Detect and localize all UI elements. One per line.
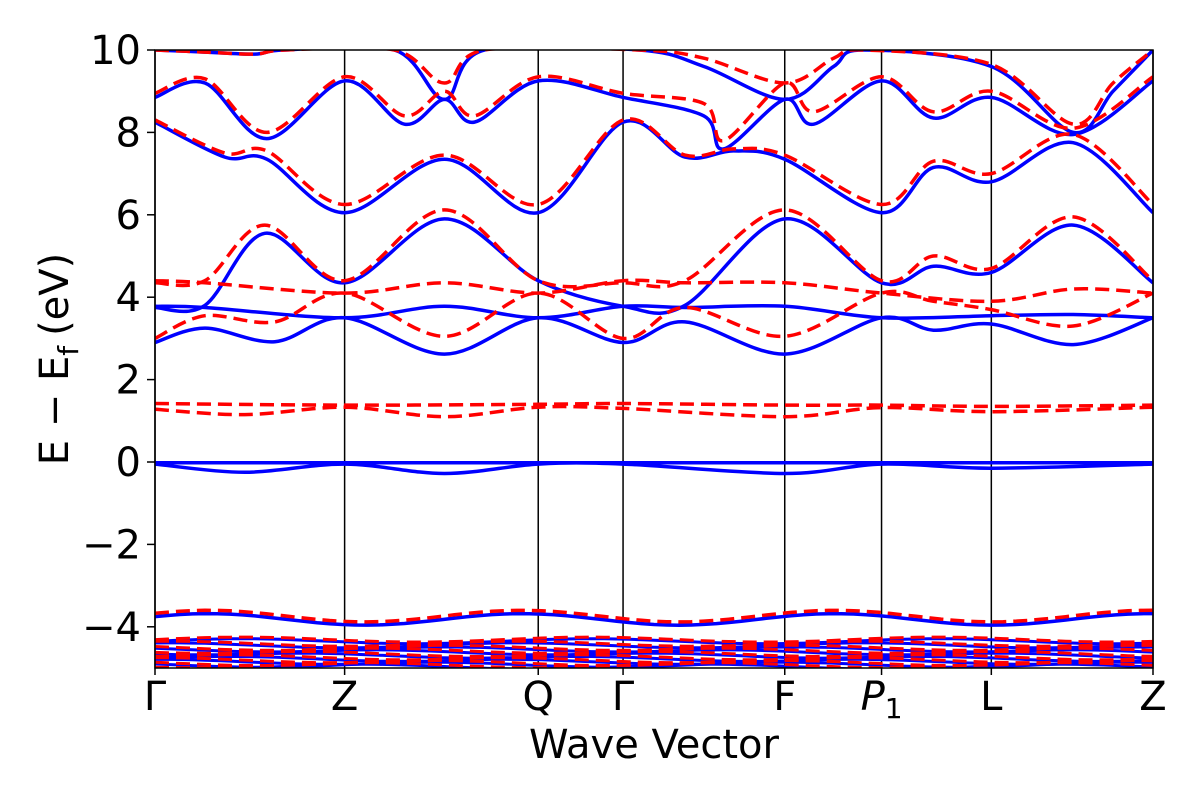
x-tick-label: Q [522,674,553,720]
y-tick-label: 4 [116,275,141,321]
x-tick-label-main: Q [522,674,553,720]
y-tick-label: 6 [116,193,141,239]
x-tick-label-main: Z [1139,674,1166,720]
x-tick-label: P1 [861,674,903,725]
dashed-band-line [155,401,1153,409]
y-axis-label-unit: (eV) [32,253,78,336]
dashed-band-line [155,74,1153,143]
x-tick-label: Γ [612,674,635,720]
core-band-line [155,653,1153,662]
x-tick-label-main: Z [331,674,358,720]
core-band-line [155,651,1153,660]
core-band-line [155,637,1153,646]
core-band-line [155,656,1153,665]
core-band-line [155,655,1153,663]
dashed-band-line [155,289,1153,341]
kpoint-divider-lines [154,50,1154,668]
x-axis-label: Wave Vector [529,722,780,768]
solid-band-line [155,461,1153,476]
y-tick-label: 0 [116,440,141,486]
y-tick-label: 8 [116,110,141,156]
y-axis-label-sub: f [52,345,85,356]
solid-band-line [155,315,1153,356]
x-tick-label: Z [1139,674,1166,720]
x-tick-label-main: F [773,674,796,720]
x-tick-label-sub: 1 [885,692,903,725]
y-tick-label: −2 [82,522,141,568]
solid-band-line [155,50,1153,135]
y-tick-label: 2 [116,358,141,404]
plot-frame [154,49,1154,669]
solid-band-line [155,217,1153,315]
y-axis-label: E − Ef (eV) [32,253,85,466]
core-band-line [155,639,1153,648]
x-tick-label-main: Γ [612,674,635,720]
solid-band-line [155,118,1153,215]
dashed-band-line [155,208,1153,289]
band-lines [155,50,1153,668]
x-tick-label: L [980,674,1003,720]
core-band-line [155,661,1153,668]
x-tick-label-main: Γ [144,674,167,720]
x-tick-label-main: L [980,674,1003,720]
y-tick-label: 10 [90,28,141,74]
y-axis-ticks: −4 −2 0 2 4 6 8 10 [82,28,155,651]
x-tick-label: Z [331,674,358,720]
y-tick-label: −4 [82,605,141,651]
core-band-line [155,649,1153,659]
core-band-line [155,611,1153,627]
core-band-line [155,641,1153,650]
y-axis-label-main: E − E [32,356,78,466]
x-tick-label-main: P [861,674,886,720]
core-band-line [155,635,1153,644]
x-tick-label: Γ [144,674,167,720]
solid-band-line [155,78,1153,151]
dashed-band-line [155,117,1153,207]
dashed-band-line [155,404,1153,419]
x-axis-ticks: Γ Z Q Γ F P1 L Z [144,668,1167,725]
x-tick-label: F [773,674,796,720]
dashed-band-line [155,278,1153,304]
